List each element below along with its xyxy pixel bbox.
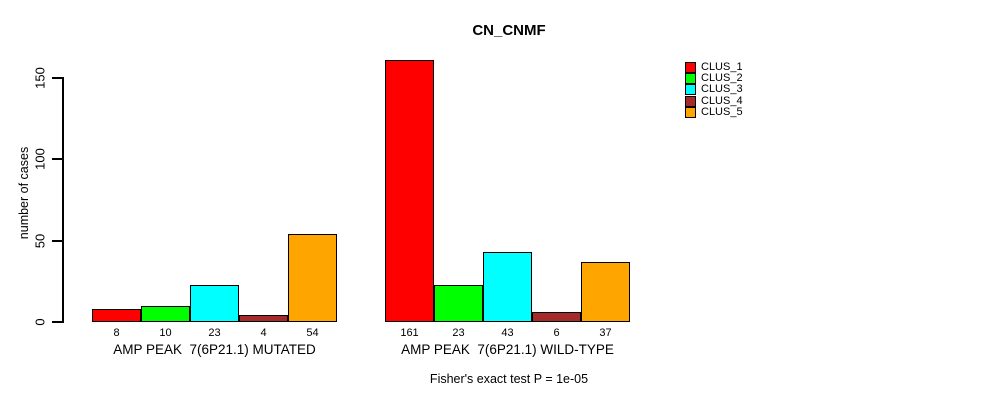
bar-count-label: 23	[452, 327, 465, 339]
legend-label-clus_2: CLUS_2	[701, 72, 743, 85]
legend-swatch-clus_3	[685, 84, 696, 96]
bar-count-label: 10	[159, 327, 172, 339]
legend-swatch-clus_1	[685, 62, 696, 73]
legend-swatch-clus_2	[685, 73, 696, 85]
bar-count-label: 4	[260, 327, 267, 339]
y-tick-label: 0	[32, 318, 48, 326]
bar-clus_2-group2	[434, 284, 483, 322]
bar-clus_4-group2	[532, 312, 581, 322]
legend-swatch-clus_5	[685, 106, 696, 118]
legend-label-clus_1: CLUS_1	[701, 61, 743, 73]
y-tick-mark	[52, 321, 64, 323]
group-label: AMP PEAK 7(6P21.1) MUTATED	[113, 342, 316, 357]
y-tick-mark	[52, 77, 64, 79]
bar-count-label: 37	[599, 327, 612, 339]
bar-clus_3-group2	[483, 252, 532, 322]
legend-label-clus_3: CLUS_3	[701, 83, 743, 96]
group-label: AMP PEAK 7(6P21.1) WILD-TYPE	[401, 342, 614, 357]
y-tick-label: 50	[32, 233, 48, 248]
y-tick-mark	[52, 158, 64, 161]
bar-clus_2-group1	[141, 305, 190, 322]
y-tick-label: 100	[32, 148, 48, 171]
bar-count-label: 161	[400, 327, 419, 339]
bar-count-label: 8	[113, 327, 120, 339]
legend-swatch-clus_4	[685, 95, 696, 107]
bar-clus_5-group2	[581, 261, 630, 322]
y-axis-line	[62, 77, 64, 323]
bar-count-label: 43	[501, 327, 514, 339]
bar-clus_1-group1	[92, 308, 141, 322]
legend-label-clus_4: CLUS_4	[701, 94, 743, 107]
bar-count-label: 6	[553, 327, 560, 339]
y-axis-label: number of cases	[17, 146, 31, 240]
bar-count-label: 23	[208, 327, 221, 339]
bar-clus_1-group2	[385, 60, 434, 322]
fisher-test-annotation: Fisher's exact test P = 1e-05	[429, 372, 589, 386]
legend-label-clus_5: CLUS_5	[701, 105, 743, 118]
y-tick-label: 150	[32, 67, 48, 89]
bar-clus_5-group1	[288, 234, 337, 322]
bar-clus_4-group1	[239, 315, 288, 322]
bar-clus_3-group1	[190, 284, 239, 322]
y-tick-mark	[52, 239, 64, 242]
chart-title: CN_CNMF	[472, 22, 546, 39]
bar-count-label: 54	[306, 327, 319, 339]
